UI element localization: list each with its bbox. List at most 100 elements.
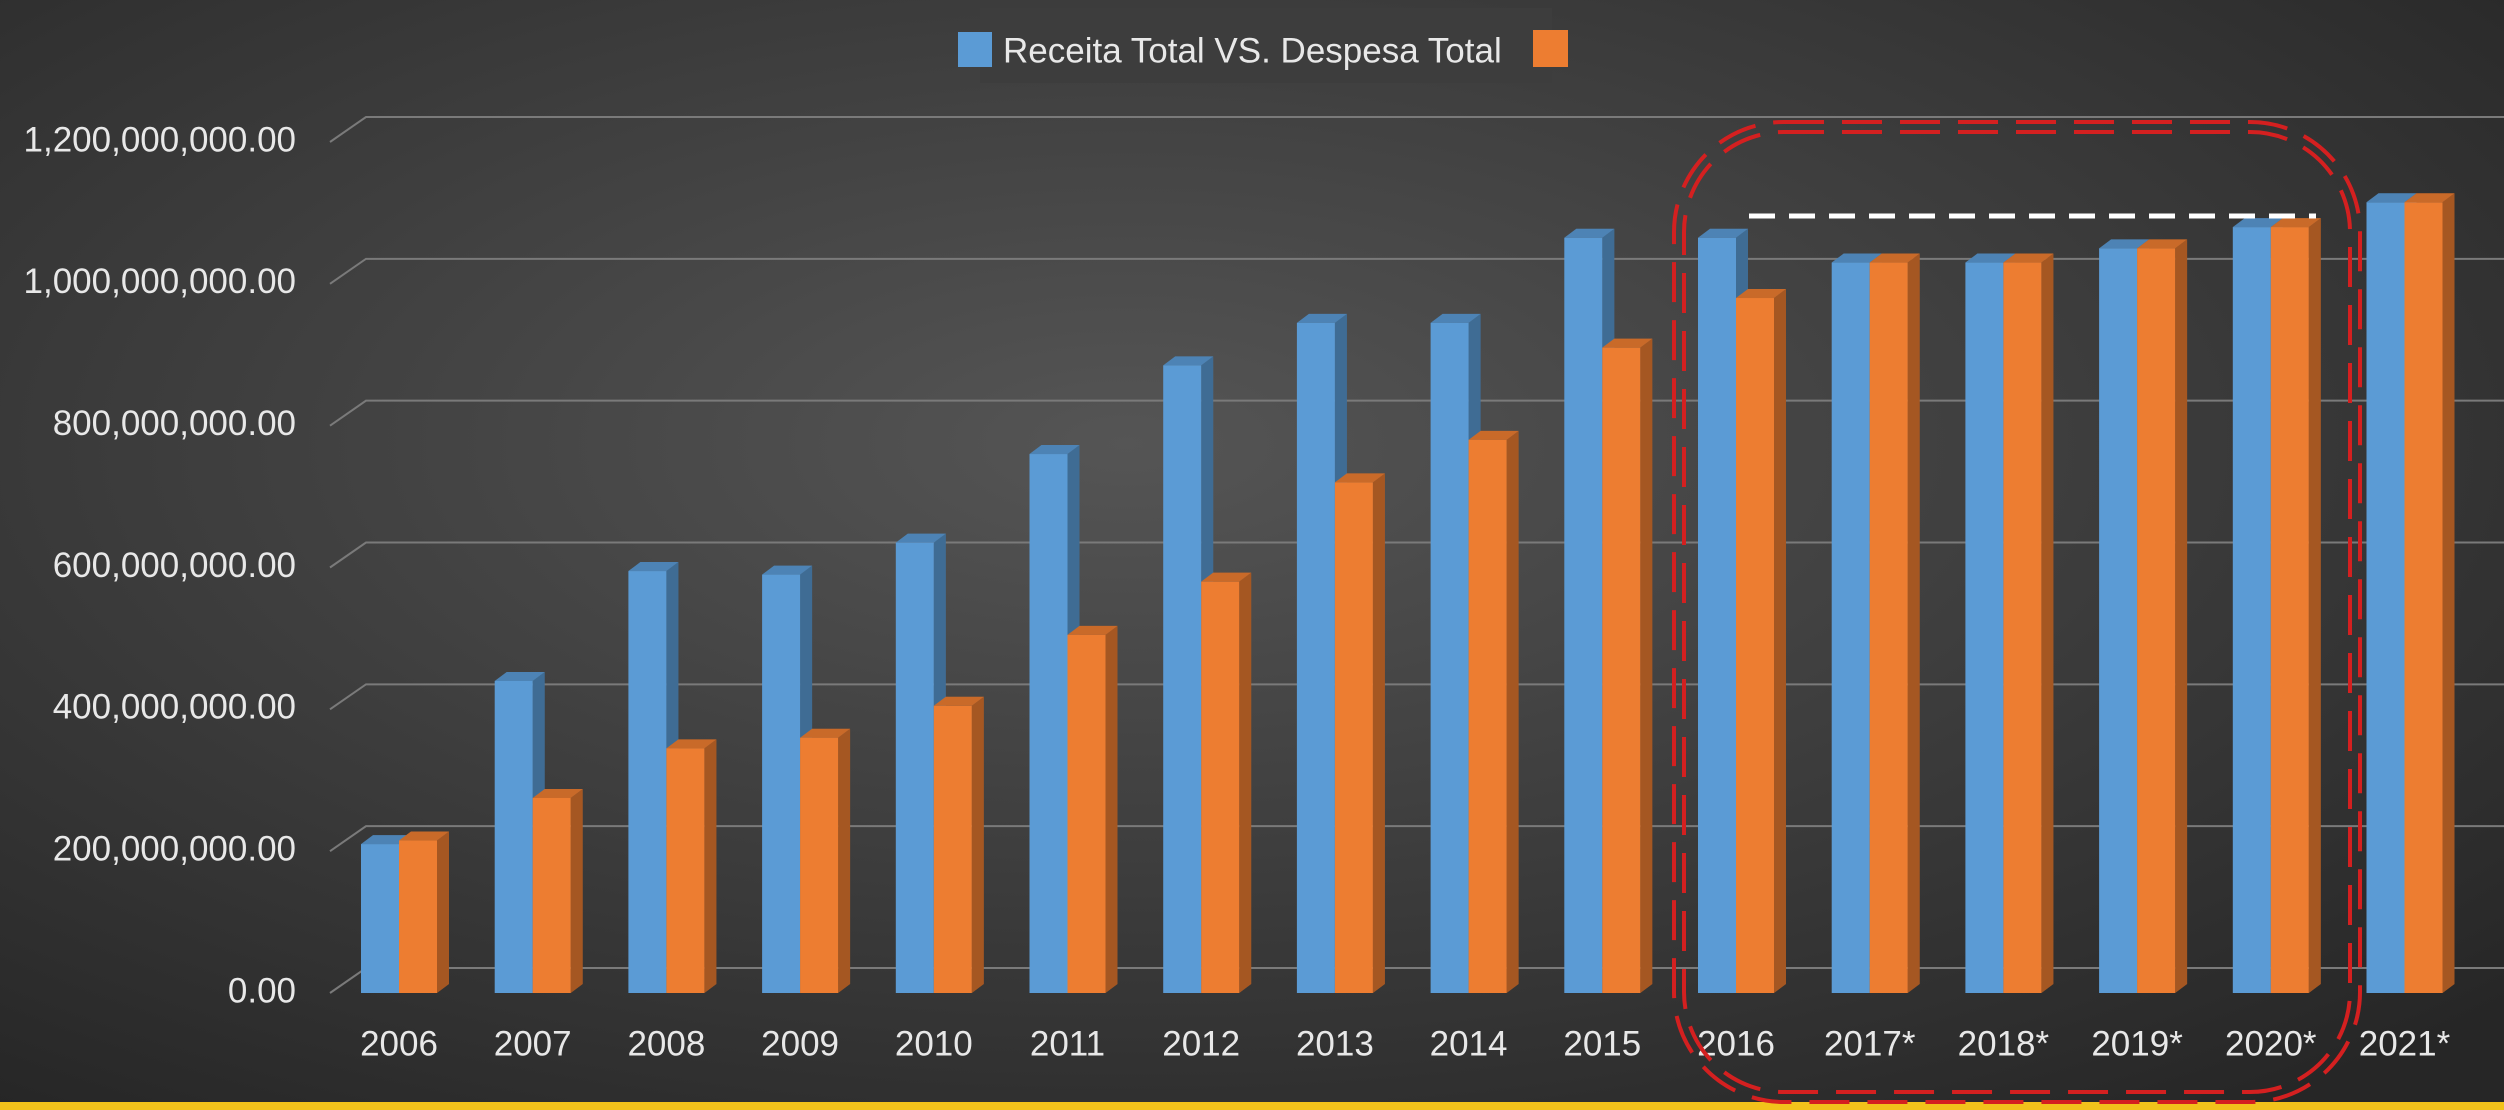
x-tick-label: 2009 — [761, 1024, 839, 1063]
bar-side-shade — [838, 728, 851, 993]
bar-top-shade — [628, 562, 679, 572]
x-tick-label: 2010 — [895, 1024, 973, 1063]
bar-side-shade — [2175, 239, 2188, 993]
bar — [1965, 262, 2004, 993]
bar — [1564, 237, 1603, 994]
x-tick-label: 2014 — [1430, 1024, 1508, 1063]
grid-line — [329, 825, 2504, 852]
y-tick-label: 1,200,000,000.00 — [24, 120, 296, 159]
bar-top — [1869, 253, 1920, 263]
bar-side-shade — [971, 696, 984, 993]
grid-line — [329, 399, 2504, 427]
bar-top-shade — [1965, 253, 2016, 263]
bar-side — [1640, 338, 1653, 993]
bar — [1334, 482, 1373, 993]
x-tick-label: 2020* — [2225, 1024, 2317, 1063]
bar-top — [2270, 218, 2321, 228]
bar-side-shade — [1640, 338, 1653, 993]
bar-top — [1468, 430, 1519, 440]
bar-top — [762, 565, 813, 575]
bar-top — [933, 696, 984, 706]
bar-top-shade — [800, 728, 851, 738]
bar — [2003, 262, 2042, 993]
bar — [1602, 347, 1641, 993]
bar-top-shade — [1296, 313, 1347, 323]
bar-top-shade — [1468, 430, 1519, 440]
bar-top-shade — [666, 739, 717, 749]
bar-side-shade — [2308, 218, 2321, 994]
bar — [361, 844, 399, 993]
chart-title: Receita Total VS. Despesa Total — [1003, 31, 1502, 70]
y-tick-label: 200,000,000.00 — [53, 829, 296, 868]
bar — [933, 705, 972, 993]
y-tick-label: 800,000,000.00 — [53, 404, 296, 443]
bar — [1201, 581, 1240, 993]
bar-top-shade — [895, 533, 946, 543]
bar — [532, 797, 571, 993]
x-tick-label: 2012 — [1162, 1024, 1240, 1063]
bar-top-shade — [1831, 253, 1882, 263]
bar-top-shade — [1334, 473, 1385, 483]
bar-side-shade — [2041, 253, 2054, 993]
bar-side — [437, 831, 449, 993]
bar-side-shade — [1907, 253, 1920, 993]
legend-swatch — [1533, 30, 1568, 67]
bar — [2404, 202, 2443, 993]
bar — [666, 748, 705, 993]
legend-box — [980, 8, 1552, 83]
bar-top — [494, 671, 545, 681]
bar-top-shade — [1430, 313, 1481, 323]
bottom-strip — [0, 1102, 2504, 1110]
bar-top-shade — [2137, 239, 2188, 249]
bar-top — [666, 739, 717, 749]
bar-side — [570, 788, 583, 993]
bar — [1430, 322, 1469, 993]
bar-top — [2099, 239, 2150, 249]
bar — [628, 571, 667, 993]
bar-top-shade — [1698, 228, 1748, 238]
grid-line — [329, 257, 2504, 285]
bar-side-shade — [1774, 289, 1786, 993]
bar-top — [2137, 239, 2188, 249]
grid-line — [329, 683, 2504, 711]
x-tick-label: 2017* — [1824, 1024, 1916, 1063]
bar-top — [1965, 253, 2016, 263]
highlight-outline — [1672, 120, 2362, 1104]
bar — [1698, 237, 1736, 994]
bar-side — [1239, 572, 1252, 993]
bar — [1831, 262, 1870, 993]
bar-top — [2003, 253, 2054, 263]
bar-top — [628, 562, 679, 572]
legend-swatch — [958, 32, 992, 67]
bar — [895, 542, 934, 993]
x-tick-label: 2019* — [2091, 1024, 2183, 1063]
bar-top-shade — [762, 565, 813, 575]
bar-side — [2041, 253, 2054, 993]
y-tick-label: 0.00 — [228, 971, 296, 1010]
bar-top-shade — [399, 831, 449, 841]
bar-top-shade — [1869, 253, 1920, 263]
bar-side-shade — [1372, 473, 1385, 993]
bar-top — [1831, 253, 1882, 263]
x-tick-label: 2008 — [627, 1024, 705, 1063]
bar-side — [1372, 473, 1385, 993]
x-tick-label: 2018* — [1958, 1024, 2050, 1063]
bar-top-shade — [933, 696, 984, 706]
bar-side — [2175, 239, 2188, 993]
bar-top — [399, 831, 449, 841]
bar-top-shade — [1029, 445, 1080, 455]
bar — [2137, 248, 2176, 993]
bar-top — [1430, 313, 1481, 323]
grid-line — [329, 541, 2504, 569]
bar-top — [1602, 338, 1653, 348]
bar — [2232, 227, 2271, 994]
bar — [494, 680, 533, 993]
bar-top — [361, 835, 411, 845]
bar-top-shade — [2099, 239, 2150, 249]
bar-side — [704, 739, 717, 993]
y-tick-label: 600,000,000.00 — [53, 546, 296, 585]
x-tick-label: 2013 — [1296, 1024, 1374, 1063]
bar-top — [895, 533, 946, 543]
bar — [1163, 365, 1202, 993]
bar-top — [1201, 572, 1252, 582]
